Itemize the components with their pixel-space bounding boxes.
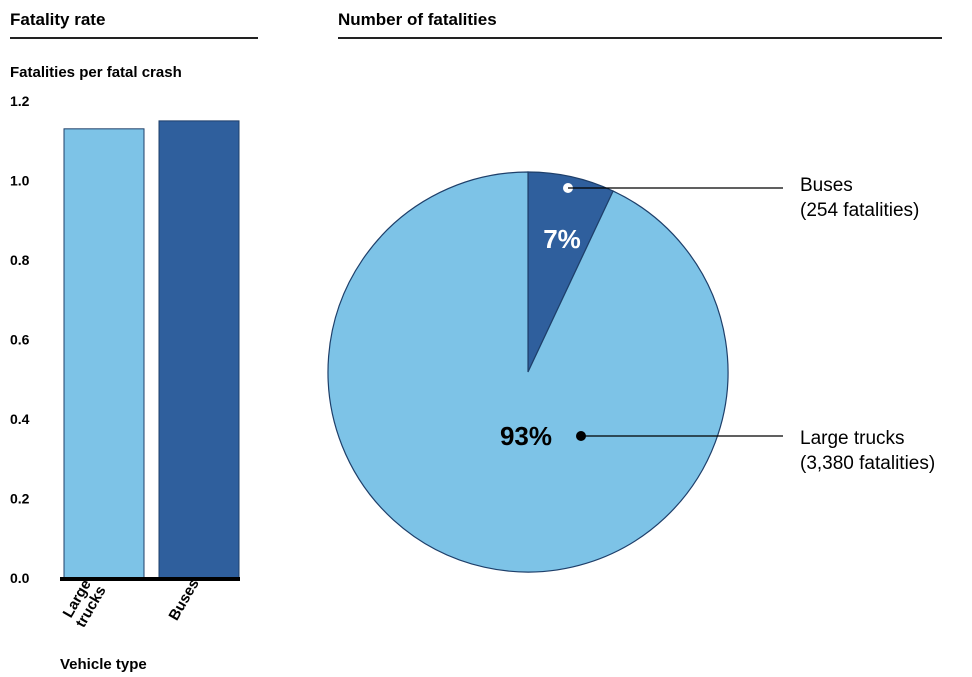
callout-detail-large-trucks: (3,380 fatalities) xyxy=(800,453,935,474)
y-tick-label: 0.0 xyxy=(10,570,30,586)
callout-detail-buses: (254 fatalities) xyxy=(800,200,919,221)
right-panel-rule xyxy=(338,37,942,39)
pie-percent-label-buses: 7% xyxy=(543,224,581,254)
bar-large-trucks xyxy=(63,128,145,579)
x-tick-label: Largetrucks xyxy=(59,575,110,630)
callout-name-large-trucks: Large trucks xyxy=(800,428,905,449)
y-tick-label: 1.0 xyxy=(10,173,30,189)
y-axis-label: Fatalities per fatal crash xyxy=(10,64,182,81)
x-axis-label: Vehicle type xyxy=(60,656,147,673)
bar-buses xyxy=(158,120,240,579)
y-tick-label: 0.2 xyxy=(10,491,30,507)
pie-slice-large-trucks xyxy=(327,171,729,573)
y-tick-label: 0.6 xyxy=(10,332,30,348)
x-axis-line xyxy=(60,577,240,581)
y-tick-label: 1.2 xyxy=(10,93,30,109)
pie-percent-label-large-trucks: 93% xyxy=(500,421,552,451)
callout-name-buses: Buses xyxy=(800,175,853,196)
left-panel-rule xyxy=(10,37,258,39)
y-tick-label: 0.8 xyxy=(10,252,30,268)
y-tick-label: 0.4 xyxy=(10,411,30,427)
x-tick-label: Buses xyxy=(165,576,202,623)
right-panel-title: Number of fatalities xyxy=(338,10,497,29)
left-panel-title: Fatality rate xyxy=(10,10,106,29)
